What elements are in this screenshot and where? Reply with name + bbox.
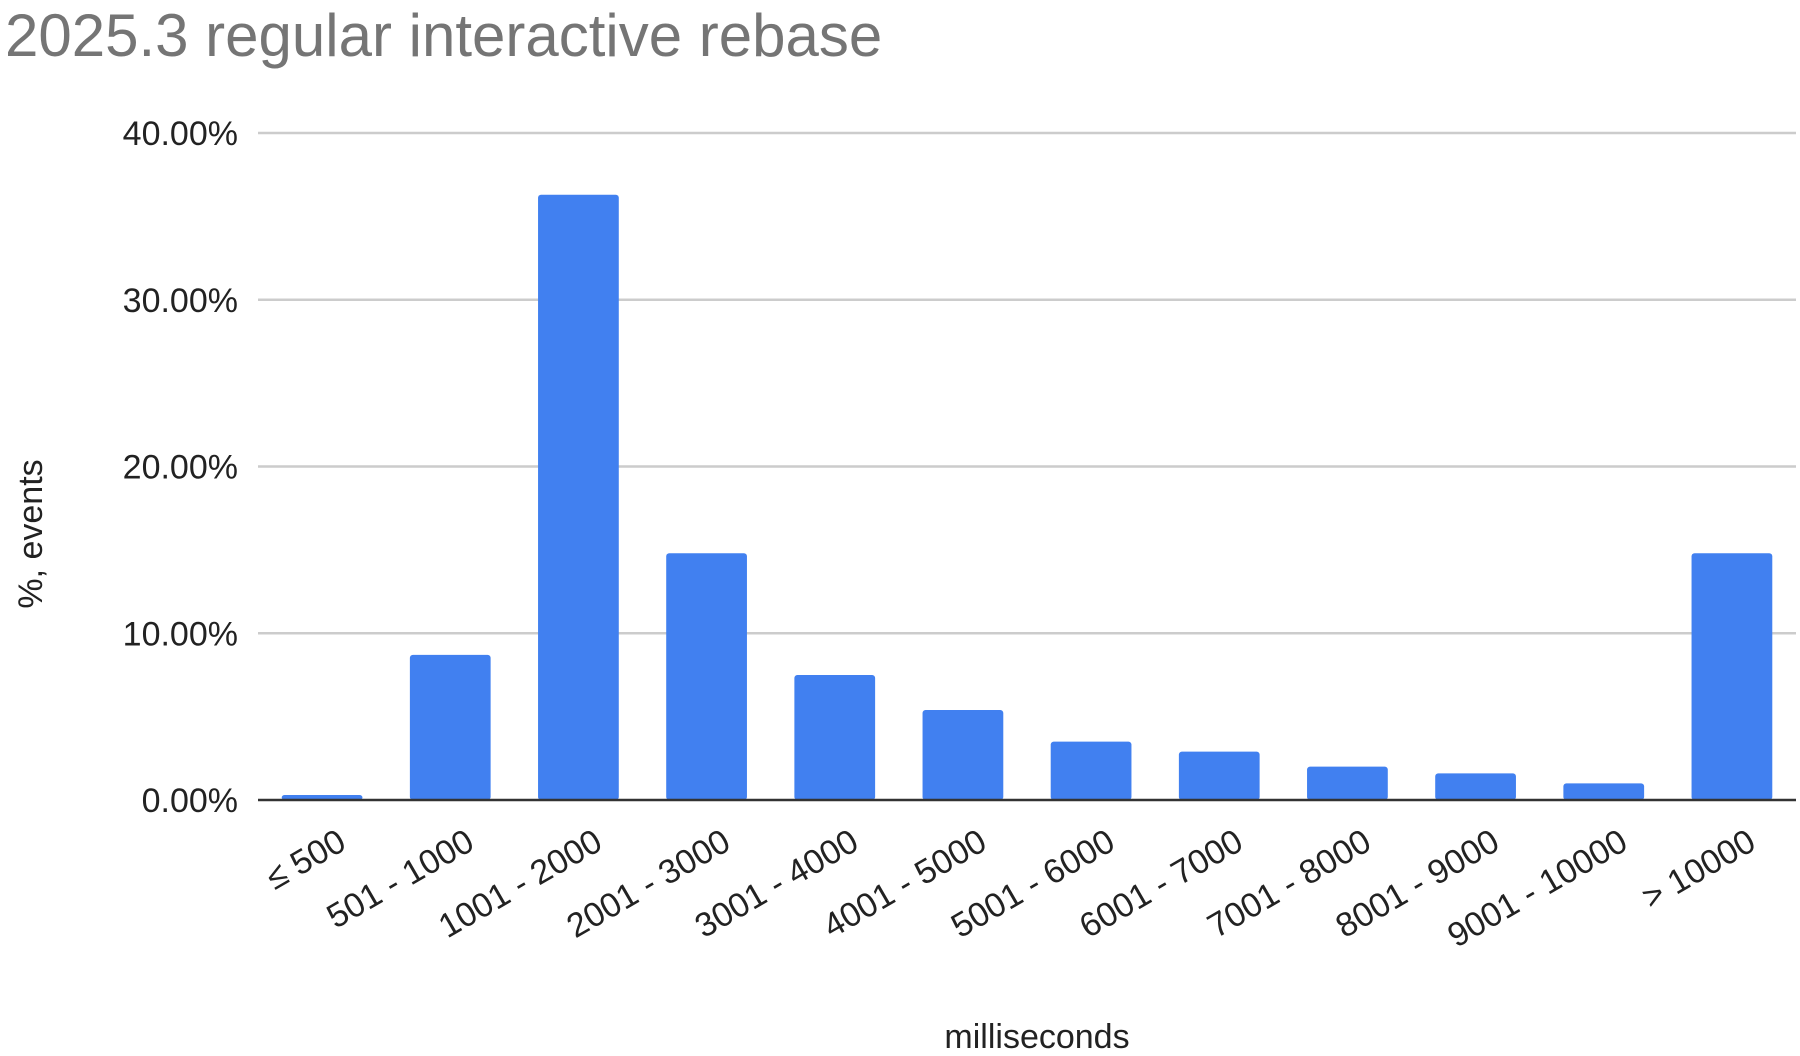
bar <box>1563 783 1645 800</box>
y-tick-label: 30.00% <box>123 282 238 320</box>
y-axis-ticks: 0.00% 10.00% 20.00% 30.00% 40.00% <box>123 115 238 820</box>
x-tick-label: ≤ 500 <box>260 822 352 897</box>
x-tick-label: > 10000 <box>1636 822 1762 917</box>
bar <box>794 674 876 800</box>
bar <box>1435 773 1516 800</box>
bar <box>409 654 491 800</box>
chart-title: 2025.3 regular interactive rebase <box>5 2 883 69</box>
y-tick-label: 20.00% <box>123 449 238 487</box>
bar <box>1691 553 1773 800</box>
y-axis-title: %, events <box>12 459 50 608</box>
bar <box>666 553 747 800</box>
bar <box>922 709 1004 800</box>
bars <box>281 194 1773 800</box>
bar <box>1178 751 1260 800</box>
bar <box>1050 741 1132 800</box>
bar <box>281 794 363 800</box>
x-axis-title: milliseconds <box>944 1018 1129 1056</box>
gridlines <box>258 131 1796 635</box>
y-tick-label: 10.00% <box>123 615 238 653</box>
bar <box>538 194 619 800</box>
y-tick-label: 40.00% <box>123 115 238 153</box>
bar <box>1307 766 1388 800</box>
y-tick-label: 0.00% <box>142 782 238 820</box>
